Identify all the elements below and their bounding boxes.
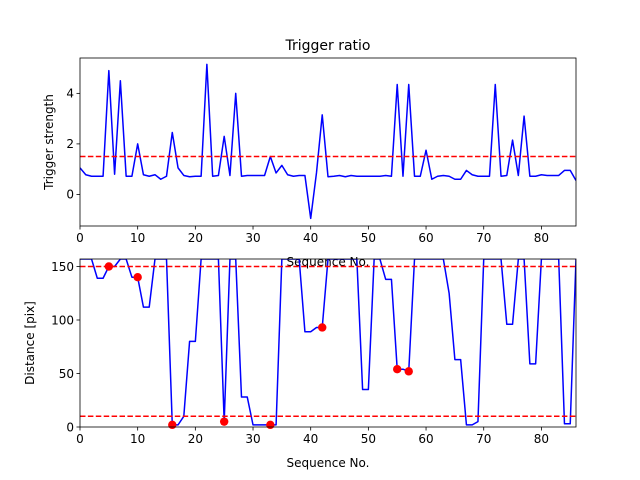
- top-plot-area: [80, 63, 576, 220]
- bottom-marker-point: [168, 420, 177, 430]
- bottom-axes-frame: [79, 258, 577, 428]
- bottom-marker-point: [133, 272, 142, 282]
- top-axes-frame: [79, 57, 577, 227]
- bottom-marker-point: [266, 420, 275, 430]
- bottom-x-tick-label: 30: [245, 432, 260, 446]
- bottom-x-tick-label: 40: [303, 432, 318, 446]
- top-chart-title: Trigger ratio: [284, 38, 370, 54]
- bottom-y-tick-label: 0: [66, 420, 74, 434]
- top-x-tick-label: 40: [303, 231, 318, 245]
- bottom-x-axis-label: Sequence No.: [287, 456, 370, 470]
- bottom-subplot: Sequence No. Distance [pix] 0 10 20 30 40 50 6…: [23, 258, 577, 470]
- top-x-tick-label: 20: [188, 231, 203, 245]
- top-y-tick-label: 0: [66, 188, 74, 202]
- top-y-axis-label: Trigger strength: [42, 94, 56, 191]
- top-x-tick-label: 60: [418, 231, 433, 245]
- bottom-plot-area: [80, 259, 576, 426]
- top-x-tick-label: 50: [361, 231, 376, 245]
- bottom-marker-point: [104, 262, 114, 271]
- top-x-tick-label: 0: [76, 231, 84, 245]
- bottom-x-tick-label: 70: [476, 432, 491, 446]
- top-x-tick-label: 70: [476, 231, 491, 245]
- top-x-tick-label: 80: [534, 231, 549, 245]
- bottom-x-tick-label: 50: [361, 432, 376, 446]
- bottom-y-tick-label: 150: [51, 260, 74, 274]
- bottom-x-tick-label: 20: [188, 432, 203, 446]
- bottom-y-axis-label: Distance [pix]: [23, 301, 37, 385]
- bottom-y-tick-label: 100: [51, 313, 74, 327]
- top-x-tick-label: 10: [130, 231, 145, 245]
- bottom-marker-point: [393, 365, 402, 374]
- top-subplot: Trigger ratio Sequence No. Trigger stren…: [42, 38, 577, 269]
- bottom-x-tick-label: 80: [534, 432, 549, 446]
- bottom-x-tick-label: 0: [76, 432, 84, 446]
- bottom-marker-point: [219, 417, 229, 426]
- bottom-x-tick-label: 10: [130, 432, 145, 446]
- bottom-y-tick-label: 50: [59, 367, 74, 381]
- top-series-line-0: [80, 63, 576, 220]
- bottom-x-tick-label: 60: [418, 432, 433, 446]
- top-y-tick-label: 2: [66, 137, 74, 151]
- bottom-marker-point: [318, 323, 327, 332]
- top-y-tick-label: 4: [66, 87, 74, 101]
- top-x-tick-label: 30: [245, 231, 260, 245]
- bottom-marker-point: [404, 367, 413, 376]
